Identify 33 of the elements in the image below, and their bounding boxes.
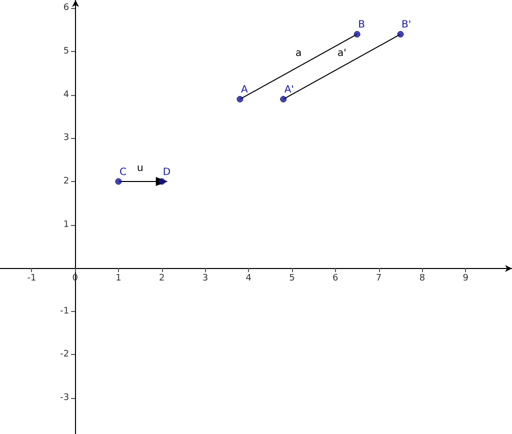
y-tick-label: -2 <box>60 350 70 360</box>
annotation: B' <box>401 20 412 31</box>
point <box>236 96 244 102</box>
series-label: a <box>295 48 302 60</box>
point <box>115 178 122 185</box>
x-tick-label: 8 <box>419 274 426 284</box>
y-tick-label: 6 <box>63 3 70 14</box>
y-tick-label: 4 <box>63 90 70 100</box>
annotation: B <box>358 20 366 31</box>
y-tick-label: -1 <box>60 306 70 316</box>
x-tick-label: 4 <box>246 274 252 284</box>
x-tick-label: 3 <box>202 274 208 284</box>
x-tick-label: 7 <box>376 274 382 284</box>
x-tick-label: 6 <box>332 274 339 284</box>
point <box>280 96 287 102</box>
series-label: u <box>136 162 144 174</box>
x-tick-label: 5 <box>289 274 295 284</box>
annotation: C <box>119 166 126 178</box>
y-tick-label: 2 <box>63 176 70 186</box>
series-label: a' <box>337 48 346 60</box>
annotation: A' <box>284 84 294 96</box>
point <box>397 30 404 38</box>
y-tick-label: 1 <box>63 220 70 230</box>
x-tick-label: 2 <box>158 274 165 284</box>
point <box>354 30 360 38</box>
annotation: D <box>162 166 171 178</box>
y-tick-label: 5 <box>63 46 70 57</box>
y-tick-label: 3 <box>63 133 70 144</box>
x-tick-label: 9 <box>462 274 469 284</box>
x-tick-label: -1 <box>27 274 36 284</box>
annotation: A <box>240 84 248 96</box>
y-tick-label: -3 <box>60 393 70 404</box>
x-tick-label: 1 <box>116 274 122 284</box>
